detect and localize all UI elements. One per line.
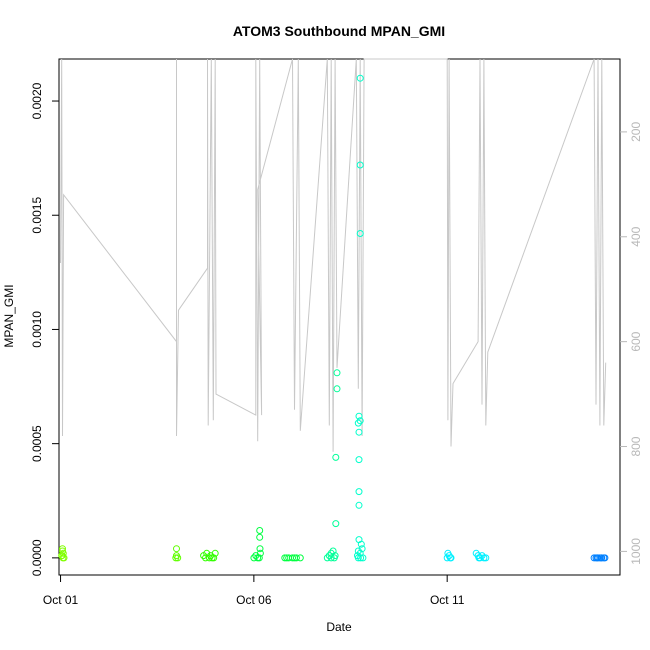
data-point [255, 554, 263, 562]
x-tick-label: Oct 01 [43, 593, 79, 607]
data-point [333, 385, 341, 393]
data-point [593, 554, 601, 562]
data-point [355, 501, 363, 509]
y-tick-label: 0.0005 [30, 425, 44, 462]
data-point [58, 552, 66, 560]
data-point [446, 554, 454, 562]
data-point [355, 488, 363, 496]
data-point [329, 547, 337, 555]
data-points [58, 74, 609, 562]
x-axis-label: Date [326, 620, 352, 634]
data-point [357, 540, 365, 548]
y-tick-label: 0.0015 [30, 197, 44, 234]
data-point [256, 527, 264, 534]
data-point [355, 456, 363, 464]
y-tick-label: 0.0020 [30, 82, 44, 119]
data-point [355, 412, 363, 420]
y2-tick-label: 400 [629, 226, 643, 246]
x-axis: Oct 01 Oct 06 Oct 11 [43, 575, 465, 607]
data-point [172, 554, 180, 562]
data-point [480, 554, 488, 562]
x-tick-label: Oct 06 [236, 593, 272, 607]
data-point [475, 554, 483, 562]
data-point [330, 554, 338, 562]
data-point [296, 554, 304, 562]
data-point [354, 554, 362, 562]
data-point [443, 554, 451, 562]
data-point [281, 554, 289, 562]
data-point [333, 369, 341, 377]
y2-tick-label: 200 [629, 122, 643, 142]
data-point [292, 554, 300, 562]
secondary-y-axis: 200 400 600 800 1000 [620, 122, 643, 565]
data-point [256, 533, 264, 541]
data-point [256, 549, 264, 557]
data-point [354, 547, 362, 555]
data-point [597, 554, 605, 562]
y-axis: 0.0000 0.0005 0.0010 0.0015 0.0020 [30, 82, 59, 576]
secondary-series-lines [60, 58, 607, 452]
data-point [354, 419, 362, 427]
y2-tick-label: 1000 [629, 538, 643, 565]
data-point [356, 161, 364, 169]
y2-tick-label: 800 [629, 436, 643, 456]
data-point [357, 554, 365, 562]
data-point [283, 554, 291, 562]
data-point [482, 554, 490, 562]
y-axis-label: MPAN_GMI [2, 284, 16, 347]
x-tick-label: Oct 11 [430, 593, 465, 607]
data-point [601, 554, 609, 562]
data-point [173, 545, 180, 553]
data-point [59, 545, 66, 553]
data-point [332, 520, 340, 528]
data-point [174, 554, 182, 562]
data-point [210, 554, 218, 562]
data-point [250, 554, 258, 562]
data-point [332, 453, 340, 461]
y-tick-label: 0.0000 [30, 539, 44, 576]
y-tick-label: 0.0010 [30, 311, 44, 348]
data-point [356, 417, 364, 425]
data-point [355, 428, 363, 436]
data-point [60, 554, 68, 562]
data-point [358, 545, 366, 553]
data-point [359, 554, 367, 562]
chart-title: ATOM3 Southbound MPAN_GMI [233, 23, 445, 39]
data-point [356, 74, 364, 82]
data-point [327, 554, 335, 562]
data-point [323, 554, 331, 562]
plot-frame [58, 58, 621, 576]
data-point [256, 545, 264, 553]
y2-tick-label: 600 [629, 331, 643, 351]
data-point [291, 554, 298, 562]
data-point [356, 230, 364, 237]
secondary-series-line [60, 58, 607, 452]
